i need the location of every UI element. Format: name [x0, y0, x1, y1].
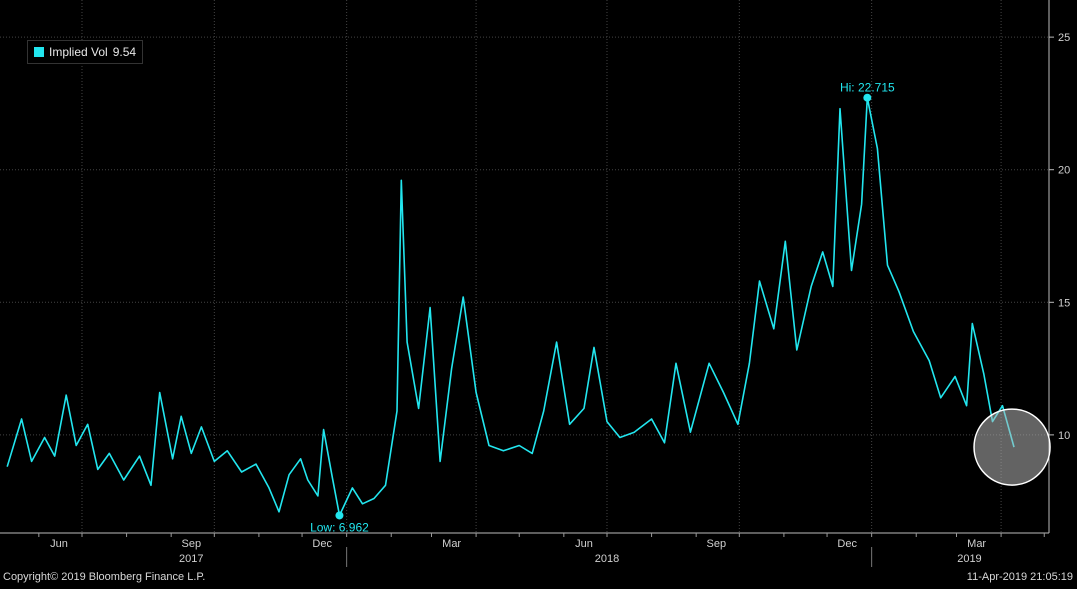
x-year-label: 2018	[595, 553, 619, 565]
legend: Implied Vol 9.54	[27, 40, 144, 64]
y-tick-label: 15	[1058, 297, 1070, 309]
x-tick-label: Sep	[707, 538, 727, 550]
legend-swatch	[34, 47, 44, 57]
x-tick-label: Mar	[967, 538, 986, 550]
y-tick-label: 10	[1058, 430, 1070, 442]
annotation-marker	[335, 511, 344, 520]
x-tick-label: Jun	[50, 538, 68, 550]
legend-value: 9.54	[112, 45, 137, 59]
legend-series-name: Implied Vol	[49, 45, 108, 59]
x-tick-label: Mar	[442, 538, 461, 550]
x-tick-label: Jun	[575, 538, 593, 550]
x-tick-label: Dec	[312, 538, 332, 550]
series-line-implied-vol	[6, 96, 1015, 517]
x-year-label: 2019	[957, 553, 981, 565]
annotation-marker	[863, 93, 872, 102]
annotation-hi-label: Hi: 22.715	[840, 81, 895, 95]
x-year-label: 2017	[179, 553, 203, 565]
x-tick-label: Sep	[182, 538, 202, 550]
highlight-circle	[973, 408, 1051, 486]
copyright-text: Copyright© 2019 Bloomberg Finance L.P.	[3, 571, 206, 583]
y-tick-label: 20	[1058, 165, 1070, 177]
annotation-low-label: Low: 6.962	[310, 520, 369, 534]
x-tick-label: Dec	[837, 538, 857, 550]
y-tick-label: 25	[1058, 32, 1070, 44]
timestamp-text: 11-Apr-2019 21:05:19	[966, 571, 1073, 583]
